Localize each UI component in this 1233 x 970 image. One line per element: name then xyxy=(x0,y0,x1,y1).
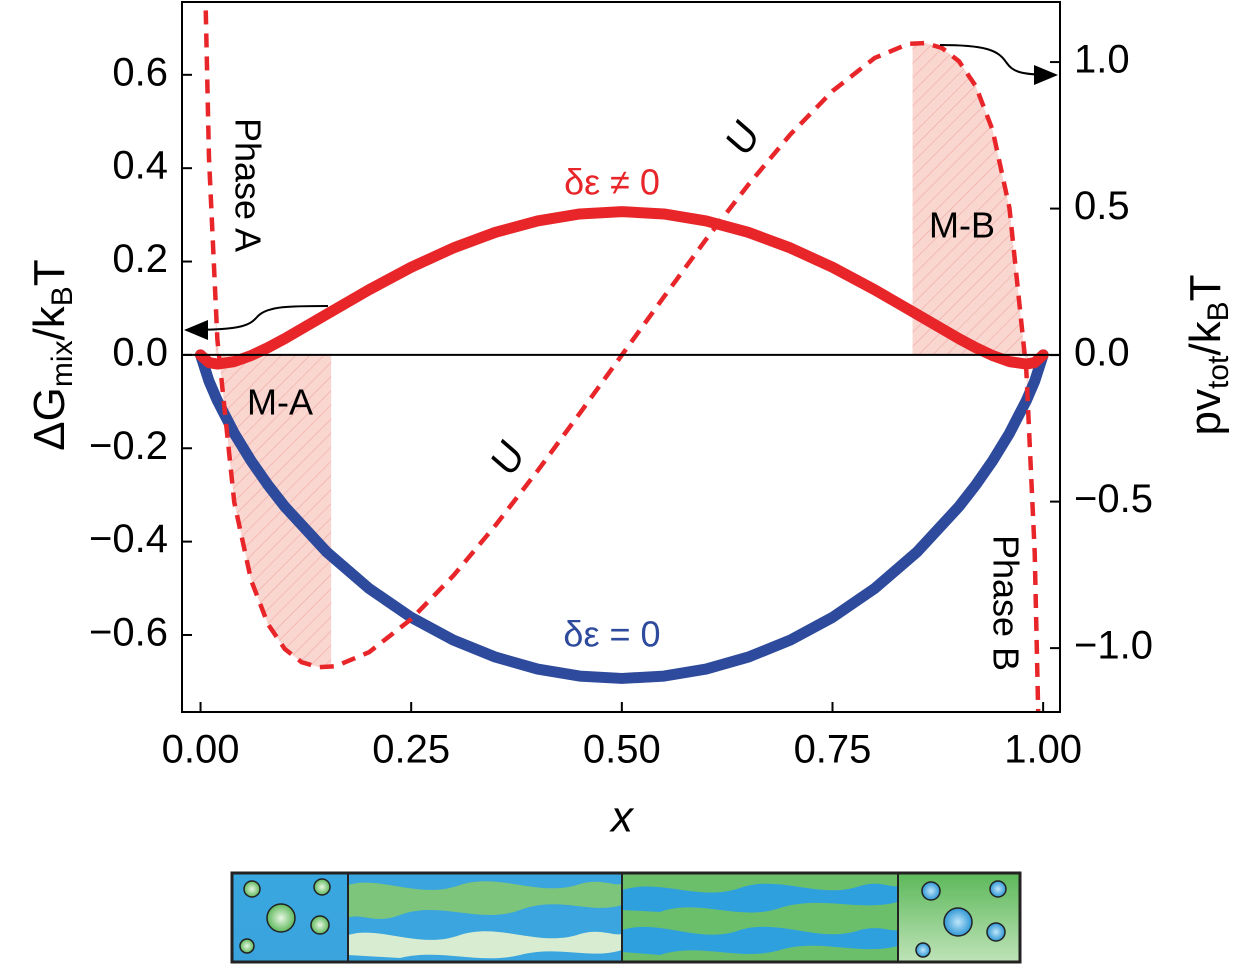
label-subscript: B xyxy=(46,286,79,306)
y2-tick-label: −0.5 xyxy=(1074,477,1153,521)
series-label: δε = 0 xyxy=(563,614,660,655)
axis-arrow xyxy=(939,44,1058,85)
label-part: T xyxy=(1181,275,1230,302)
series-label: δε ≠ 0 xyxy=(564,162,660,203)
schematic xyxy=(230,871,1022,964)
y-tick-label: 0.2 xyxy=(112,237,168,281)
x-tick-label: 0.50 xyxy=(583,728,661,772)
y-tick-label: 0.6 xyxy=(112,50,168,94)
y2-tick-label: −1.0 xyxy=(1074,624,1153,668)
shaded-region xyxy=(912,43,1028,407)
curve xyxy=(195,206,1049,370)
y-tick-label: 0.0 xyxy=(112,330,168,374)
x-tick-label: 0.25 xyxy=(372,728,450,772)
label-subscript: B xyxy=(1202,301,1233,321)
label-subscript: mix xyxy=(46,340,79,387)
label-subscript: tot xyxy=(1202,355,1233,389)
axis-arrow xyxy=(184,305,329,340)
y2-tick-label: 0.0 xyxy=(1074,331,1130,375)
label-part: ΔG xyxy=(25,387,74,451)
y-tick-label: 0.4 xyxy=(112,144,168,188)
region-label: M-B xyxy=(929,205,995,246)
label-part: T xyxy=(25,259,74,286)
annotation: U xyxy=(482,434,535,482)
label-part: /k xyxy=(1181,320,1230,355)
y2-tick-label: 0.5 xyxy=(1074,184,1130,228)
annotation: U xyxy=(717,114,770,162)
x-axis-label: x xyxy=(609,793,635,842)
region-label: M-A xyxy=(247,382,313,423)
annotation: Phase A xyxy=(227,118,268,252)
annotation: Phase B xyxy=(985,535,1026,671)
x-tick-label: 0.00 xyxy=(162,728,240,772)
y-tick-label: −0.6 xyxy=(89,611,168,655)
y2-tick-label: 1.0 xyxy=(1074,38,1130,82)
label-part: /k xyxy=(25,305,74,340)
y2-axis-label: pvtot/kBT xyxy=(1181,275,1233,436)
label-part: pv xyxy=(1181,389,1230,435)
y-axis-label: ΔGmix/kBT xyxy=(25,259,79,450)
y-tick-label: −0.4 xyxy=(89,517,168,561)
curve xyxy=(195,349,1049,684)
x-tick-label: 0.75 xyxy=(794,728,872,772)
y-tick-label: −0.2 xyxy=(89,424,168,468)
x-tick-label: 1.00 xyxy=(1004,728,1082,772)
